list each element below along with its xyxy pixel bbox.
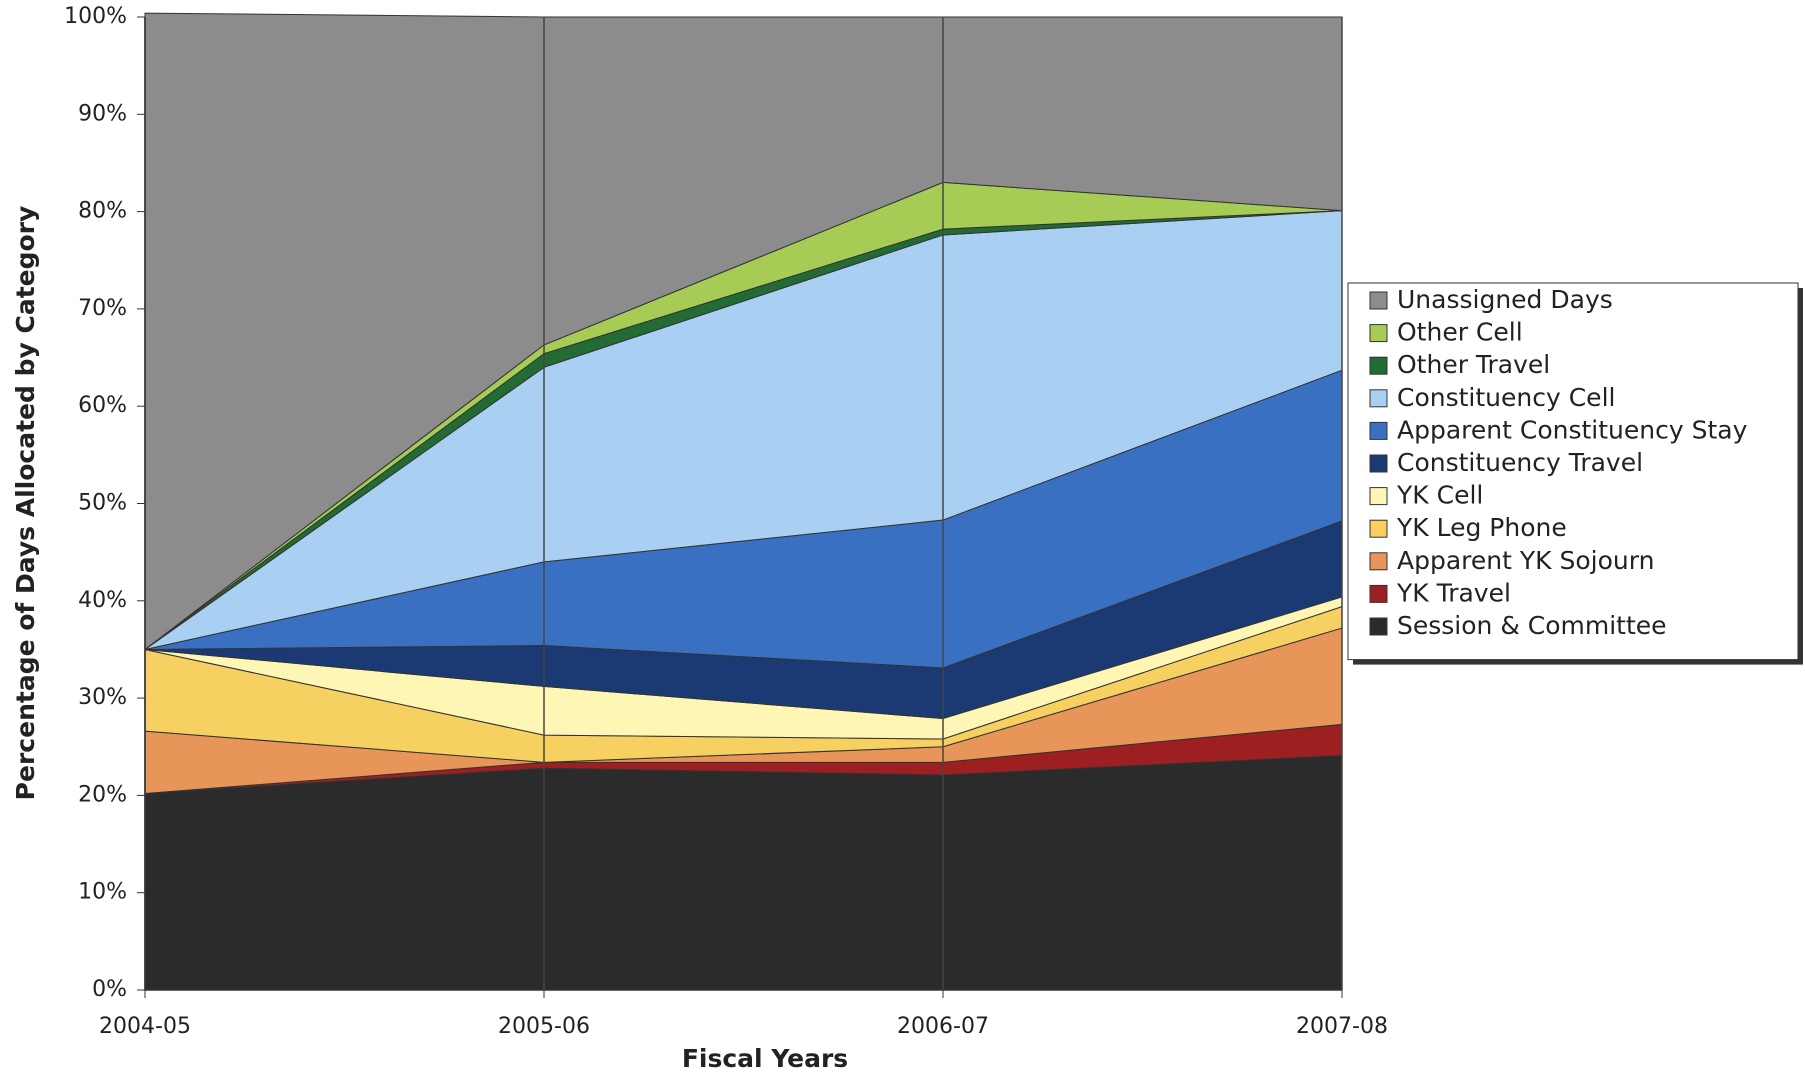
legend-swatch: [1369, 552, 1388, 571]
legend-label: Constituency Cell: [1397, 383, 1615, 412]
legend: Unassigned Days Other Cell Other Travel Con…: [1347, 282, 1799, 661]
y-tick-label: 10%: [78, 880, 127, 905]
x-tick-label: 2007-08: [1296, 1014, 1388, 1039]
y-tick-label: 50%: [78, 491, 127, 516]
y-tick-label: 60%: [78, 393, 127, 418]
legend-swatch: [1369, 389, 1388, 408]
legend-swatch: [1369, 324, 1388, 343]
y-tick-label: 30%: [78, 685, 127, 710]
legend-swatch: [1369, 519, 1388, 538]
legend-swatch: [1369, 421, 1388, 440]
legend-label: YK Leg Phone: [1396, 513, 1567, 542]
legend-label: Other Cell: [1397, 318, 1523, 347]
x-tick-label: 2006-07: [897, 1014, 989, 1039]
legend-label: Constituency Travel: [1397, 448, 1643, 477]
legend-label: YK Travel: [1396, 578, 1511, 607]
y-tick-label: 90%: [78, 101, 127, 126]
legend-swatch: [1369, 584, 1388, 603]
legend-swatch: [1369, 487, 1388, 506]
x-tick-label: 2004-05: [99, 1014, 191, 1039]
y-tick-label: 20%: [78, 782, 127, 807]
legend-swatch: [1369, 291, 1388, 310]
legend-label: Other Travel: [1397, 350, 1550, 379]
y-tick-label: 40%: [78, 588, 127, 613]
legend-swatch: [1369, 454, 1388, 473]
x-tick-label: 2005-06: [498, 1014, 590, 1039]
y-axis-title: Percentage of Days Allocated by Category: [11, 206, 40, 801]
legend-label: Session & Committee: [1397, 611, 1667, 640]
y-tick-label: 100%: [64, 4, 127, 29]
legend-swatch: [1369, 356, 1388, 375]
legend-label: Apparent Constituency Stay: [1397, 415, 1748, 444]
legend-box: [1347, 282, 1799, 661]
y-tick-label: 0%: [92, 977, 127, 1002]
x-axis-title: Fiscal Years: [682, 1044, 848, 1073]
legend-label: Apparent YK Sojourn: [1397, 546, 1654, 575]
y-tick-label: 70%: [78, 296, 127, 321]
legend-label: Unassigned Days: [1397, 285, 1613, 314]
legend-swatch: [1369, 617, 1388, 636]
y-tick-label: 80%: [78, 199, 127, 224]
area: [144, 754, 1343, 991]
legend-label: YK Cell: [1396, 481, 1483, 510]
